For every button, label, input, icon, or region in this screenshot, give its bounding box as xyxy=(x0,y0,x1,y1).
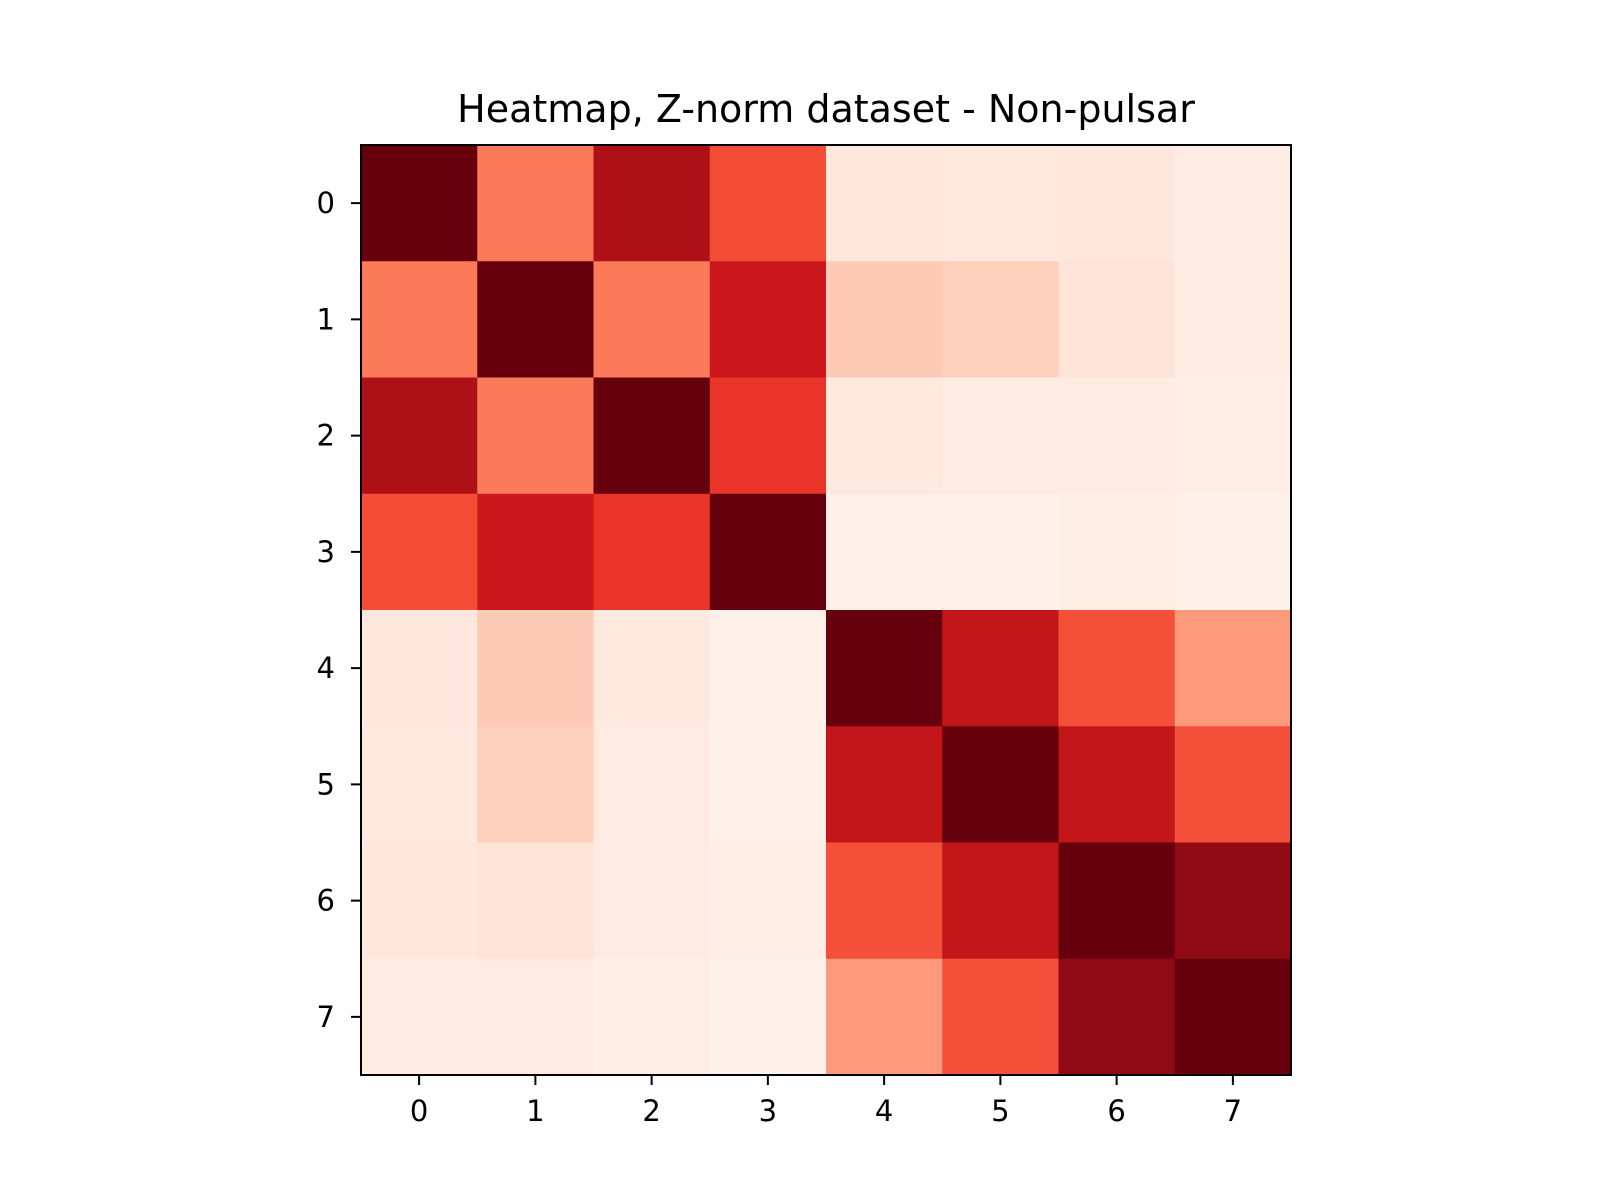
heatmap-cell-3-2 xyxy=(593,493,711,611)
heatmap-cells xyxy=(361,145,1292,1076)
heatmap-cell-3-0 xyxy=(361,493,478,611)
heatmap-cell-4-4 xyxy=(826,610,943,727)
x-tick-label-4: 4 xyxy=(875,1094,893,1128)
heatmap-cell-6-2 xyxy=(593,842,711,960)
heatmap-cell-7-5 xyxy=(942,958,1059,1076)
x-tick-label-7: 7 xyxy=(1224,1094,1242,1128)
y-tick-label-1: 1 xyxy=(317,302,335,336)
x-tick-label-6: 6 xyxy=(1107,1094,1125,1128)
x-tick-label-1: 1 xyxy=(526,1094,544,1128)
heatmap-cell-5-1 xyxy=(477,726,594,843)
heatmap-cell-3-7 xyxy=(1174,493,1292,611)
heatmap-cell-5-0 xyxy=(361,726,478,843)
x-tick-label-0: 0 xyxy=(410,1094,428,1128)
heatmap-cell-1-3 xyxy=(709,261,827,378)
heatmap-cell-0-6 xyxy=(1058,145,1176,262)
heatmap-cell-4-2 xyxy=(593,610,711,727)
heatmap-cell-1-1 xyxy=(477,261,594,378)
heatmap-cell-0-1 xyxy=(477,145,594,262)
x-tick-label-5: 5 xyxy=(991,1094,1009,1128)
heatmap-cell-6-4 xyxy=(826,842,943,960)
heatmap-cell-1-4 xyxy=(826,261,943,378)
heatmap-cell-0-4 xyxy=(826,145,943,262)
heatmap-cell-7-3 xyxy=(709,958,827,1076)
heatmap-cell-7-4 xyxy=(826,958,943,1076)
heatmap-cell-1-5 xyxy=(942,261,1059,378)
y-tick-label-7: 7 xyxy=(317,1000,335,1034)
heatmap-cell-4-5 xyxy=(942,610,1059,727)
heatmap-cell-7-0 xyxy=(361,958,478,1076)
heatmap-cell-2-1 xyxy=(477,377,594,495)
heatmap-cell-1-0 xyxy=(361,261,478,378)
heatmap-cell-6-7 xyxy=(1174,842,1292,960)
x-axis: 0 1 2 3 4 5 6 7 xyxy=(410,1075,1242,1128)
y-tick-label-0: 0 xyxy=(317,186,335,220)
heatmap-cell-7-6 xyxy=(1058,958,1176,1076)
heatmap-cell-0-3 xyxy=(709,145,827,262)
heatmap-cell-2-5 xyxy=(942,377,1059,495)
heatmap-cell-4-1 xyxy=(477,610,594,727)
heatmap-cell-6-5 xyxy=(942,842,1059,960)
chart-title: Heatmap, Z-norm dataset - Non-pulsar xyxy=(457,87,1195,131)
heatmap-cell-4-7 xyxy=(1174,610,1292,727)
y-axis: 0 1 2 3 4 5 6 7 xyxy=(317,186,361,1034)
heatmap-cell-7-1 xyxy=(477,958,594,1076)
heatmap-cell-2-0 xyxy=(361,377,478,495)
y-tick-label-2: 2 xyxy=(317,419,335,453)
heatmap-cell-7-2 xyxy=(593,958,711,1076)
heatmap-cell-0-0 xyxy=(361,145,478,262)
heatmap-cell-6-3 xyxy=(709,842,827,960)
heatmap-cell-7-7 xyxy=(1174,958,1292,1076)
heatmap-cell-4-0 xyxy=(361,610,478,727)
y-tick-label-4: 4 xyxy=(317,651,335,685)
heatmap-cell-1-2 xyxy=(593,261,711,378)
heatmap-cell-3-3 xyxy=(709,493,827,611)
heatmap-cell-5-5 xyxy=(942,726,1059,843)
heatmap-cell-3-6 xyxy=(1058,493,1176,611)
heatmap-cell-5-6 xyxy=(1058,726,1176,843)
heatmap-cell-1-6 xyxy=(1058,261,1176,378)
heatmap-cell-6-0 xyxy=(361,842,478,960)
heatmap-cell-2-4 xyxy=(826,377,943,495)
y-tick-label-5: 5 xyxy=(317,767,335,801)
heatmap-cell-4-6 xyxy=(1058,610,1176,727)
heatmap-cell-3-5 xyxy=(942,493,1059,611)
heatmap-cell-6-1 xyxy=(477,842,594,960)
heatmap-cell-4-3 xyxy=(709,610,827,727)
heatmap-cell-2-3 xyxy=(709,377,827,495)
y-tick-label-6: 6 xyxy=(317,884,335,918)
heatmap-cell-3-1 xyxy=(477,493,594,611)
heatmap-cell-3-4 xyxy=(826,493,943,611)
heatmap-cell-2-7 xyxy=(1174,377,1292,495)
heatmap-cell-2-2 xyxy=(593,377,711,495)
heatmap-cell-0-2 xyxy=(593,145,711,262)
heatmap-cell-5-7 xyxy=(1174,726,1292,843)
x-tick-label-3: 3 xyxy=(759,1094,777,1128)
heatmap-cell-5-4 xyxy=(826,726,943,843)
heatmap-cell-2-6 xyxy=(1058,377,1176,495)
heatmap-cell-5-3 xyxy=(709,726,827,843)
x-tick-label-2: 2 xyxy=(642,1094,660,1128)
heatmap-cell-1-7 xyxy=(1174,261,1292,378)
heatmap-cell-5-2 xyxy=(593,726,711,843)
heatmap-cell-6-6 xyxy=(1058,842,1176,960)
heatmap-cell-0-7 xyxy=(1174,145,1292,262)
y-tick-label-3: 3 xyxy=(317,535,335,569)
plot-frame xyxy=(360,144,1292,1076)
heatmap-cell-0-5 xyxy=(942,145,1059,262)
